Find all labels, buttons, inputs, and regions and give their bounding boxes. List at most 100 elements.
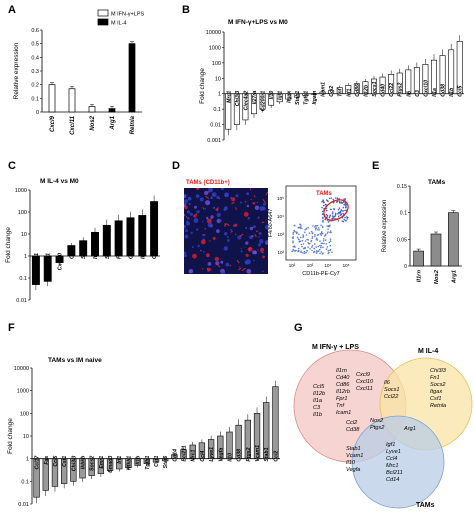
flow-event — [320, 232, 323, 234]
flow-event — [315, 238, 318, 241]
flow-event — [303, 247, 306, 250]
cell — [184, 254, 187, 258]
y-tick-label: 10⁵ — [277, 196, 284, 201]
cell — [184, 203, 186, 208]
flow-event — [303, 252, 306, 255]
category-label: Il1a — [432, 88, 438, 97]
flow-event — [320, 245, 323, 247]
flow-event — [331, 215, 334, 217]
cell-process — [247, 247, 252, 250]
cell — [253, 195, 256, 197]
category-label: Csf1 — [154, 456, 160, 467]
flow-event — [338, 200, 341, 203]
category-label: Cxcl10 — [58, 253, 64, 270]
gene-tam-only-2: Ccl4 — [386, 456, 397, 462]
cell — [245, 241, 249, 245]
y-axis-label: Fold change — [5, 227, 12, 263]
y-tick-label: 0.1 — [21, 479, 29, 485]
y-axis-label: Fold change — [199, 68, 206, 104]
flow-event — [295, 249, 297, 252]
category-label: Irf1 — [346, 89, 352, 97]
cell-process — [236, 260, 240, 264]
flow-event — [321, 242, 324, 245]
flow-event — [299, 223, 302, 226]
cell — [257, 243, 262, 247]
y-tick-label: 1000 — [15, 188, 27, 194]
category-label: Itgax — [286, 90, 292, 103]
flow-event — [327, 225, 330, 228]
y-axis-label: F4/80-A647 — [268, 209, 274, 238]
category-label: Csf1 — [62, 456, 68, 467]
gene-center: Ptgs2 — [370, 425, 385, 431]
flow-event — [343, 218, 346, 221]
flow-event — [291, 250, 294, 252]
category-label: Chi3l3 — [152, 243, 158, 259]
cell — [262, 202, 266, 206]
category-label: Ccl5 — [53, 456, 59, 467]
flow-event — [329, 230, 332, 232]
cell — [223, 208, 227, 211]
flow-event — [331, 213, 334, 215]
category-label: Itgax — [93, 245, 99, 259]
cell — [187, 196, 192, 201]
cell — [189, 212, 193, 216]
flow-event — [330, 208, 332, 211]
gene-tam-only-2: Lyve1 — [386, 449, 401, 455]
bar — [33, 458, 40, 498]
category-label: Ccl22 — [389, 83, 395, 97]
flow-event — [332, 217, 334, 219]
flow-event — [297, 250, 299, 253]
gene-il4-only: Chi3l3 — [430, 368, 447, 374]
cell — [225, 262, 230, 267]
y-tick-label: 0.01 — [16, 298, 27, 304]
cell-process — [239, 233, 244, 237]
flow-event — [314, 233, 316, 236]
cell — [240, 250, 243, 253]
flow-event — [292, 233, 295, 235]
y-tick-label: 100 — [18, 210, 27, 216]
cell — [184, 224, 186, 229]
panel-label-d: D — [172, 160, 180, 172]
flow-event — [326, 214, 329, 217]
cell-process — [217, 264, 221, 268]
flow-event — [294, 246, 296, 248]
flow-event — [298, 238, 300, 241]
flow-event — [301, 239, 304, 242]
cell — [259, 232, 262, 235]
category-label: Lyve1 — [209, 447, 215, 462]
category-label: Itgam — [312, 90, 318, 104]
category-label: Tgfb1 — [145, 456, 151, 470]
flow-event — [297, 247, 300, 250]
microscopy-image — [184, 188, 268, 274]
category-label: Chi3l3 — [71, 456, 77, 472]
category-label: Arg1 — [110, 115, 116, 130]
flow-event — [302, 234, 304, 236]
y-tick-label: 1 — [26, 457, 29, 463]
flow-event — [304, 229, 307, 231]
flow-event — [317, 229, 319, 231]
flow-event — [307, 239, 310, 241]
cell-process — [205, 195, 209, 199]
cell — [239, 201, 242, 204]
cell — [226, 236, 229, 238]
cell — [252, 225, 256, 229]
cell — [188, 202, 191, 206]
gene-ifn-only: Cd40 — [336, 375, 350, 381]
cell — [212, 206, 216, 209]
cell — [246, 204, 250, 208]
flow-event — [298, 240, 301, 243]
y-tick-label: 0 — [36, 110, 39, 116]
bar — [68, 88, 76, 113]
flow-event — [320, 251, 323, 253]
flow-event — [337, 209, 340, 211]
gene-il4-only: Socs2 — [430, 382, 446, 388]
cell-process — [185, 216, 188, 218]
flow-event — [329, 238, 332, 240]
cell-process — [260, 251, 264, 254]
flow-event — [342, 206, 345, 209]
category-label: Il27ra — [252, 91, 258, 105]
flow-event — [314, 229, 317, 231]
flow-event — [324, 239, 327, 241]
flow-event — [327, 252, 330, 255]
